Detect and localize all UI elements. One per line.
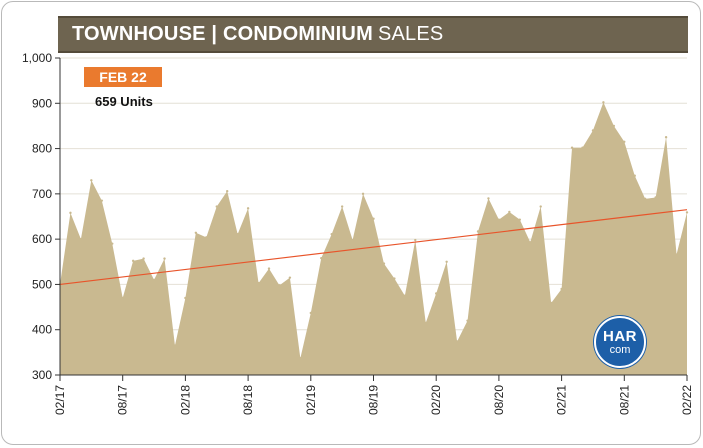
chart-title-light: SALES — [377, 23, 444, 45]
y-tick-label: 1,000 — [22, 51, 52, 65]
data-point — [309, 311, 312, 315]
data-point — [539, 205, 542, 208]
data-point — [246, 207, 250, 210]
x-tick-label: 02/17 — [53, 385, 67, 415]
data-point — [215, 205, 218, 208]
data-point — [79, 237, 83, 241]
data-point — [69, 211, 72, 215]
data-point — [560, 287, 563, 291]
data-point — [194, 231, 198, 234]
logo-main-text: HAR — [603, 327, 637, 345]
data-point — [90, 179, 93, 182]
data-point — [466, 319, 469, 322]
data-point — [278, 284, 281, 287]
trend-series — [59, 209, 688, 286]
data-point — [644, 197, 647, 201]
data-point — [529, 241, 532, 244]
data-point — [184, 296, 187, 300]
x-tick-label: 08/17 — [116, 385, 130, 415]
y-tick-label: 700 — [32, 187, 52, 201]
data-point — [602, 101, 605, 104]
data-point — [299, 357, 302, 360]
trend-line — [59, 209, 688, 286]
x-tick-label: 08/18 — [241, 385, 255, 415]
highlight-month-badge: FEB 22 — [84, 67, 162, 87]
highlight-units-value: 659 Units — [95, 94, 153, 109]
logo-sub-text: com — [609, 343, 631, 356]
x-tick-label: 02/20 — [429, 385, 443, 415]
data-point — [476, 230, 480, 233]
data-point — [664, 136, 668, 139]
x-tick-label: 08/19 — [367, 385, 381, 415]
data-point — [623, 140, 626, 143]
chart-title-bar: TOWNHOUSE | CONDOMINIUM SALES — [58, 16, 688, 53]
data-point — [497, 218, 501, 221]
data-point — [320, 256, 323, 260]
data-point — [330, 232, 333, 236]
data-point — [361, 192, 365, 196]
area-series — [58, 101, 689, 375]
data-point — [236, 232, 239, 236]
data-point — [163, 257, 166, 260]
chart-title-bold: TOWNHOUSE | CONDOMINIUM — [72, 23, 373, 45]
data-point — [257, 281, 260, 285]
x-tick-label: 08/20 — [492, 385, 506, 415]
data-point — [131, 259, 135, 263]
area-fill — [60, 102, 687, 375]
data-point — [121, 296, 124, 300]
data-point — [351, 238, 354, 242]
data-point — [685, 211, 689, 214]
data-point — [445, 260, 448, 263]
data-point — [226, 189, 229, 193]
har-logo[interactable]: HAR com — [594, 316, 646, 368]
y-tick-label: 800 — [32, 142, 52, 156]
data-point — [487, 197, 490, 200]
data-point — [424, 321, 427, 325]
y-tick-label: 900 — [32, 96, 52, 110]
data-point — [455, 340, 459, 343]
x-tick-label: 02/22 — [680, 385, 694, 415]
x-tick-label: 02/18 — [178, 385, 192, 415]
data-point — [205, 236, 208, 239]
data-point — [612, 124, 616, 128]
data-point — [288, 276, 292, 279]
data-point — [414, 238, 417, 242]
x-tick-label: 02/19 — [304, 385, 318, 415]
data-point — [403, 294, 407, 297]
data-point — [267, 267, 271, 270]
data-point — [152, 278, 156, 282]
data-point — [675, 253, 678, 256]
y-tick-label: 300 — [32, 368, 52, 382]
y-tick-label: 600 — [32, 232, 52, 246]
data-point — [142, 257, 145, 260]
data-point — [581, 146, 584, 149]
data-point — [518, 218, 521, 221]
y-tick-label: 400 — [32, 323, 52, 337]
data-point — [111, 242, 114, 245]
data-point — [382, 262, 386, 265]
data-point — [435, 292, 438, 295]
data-point — [372, 217, 375, 220]
data-point — [508, 210, 511, 214]
data-point — [173, 344, 177, 347]
x-axis-ticks: 02/17 08/17 02/18 08/18 02/19 08/19 02/20 08/20… — [53, 375, 694, 415]
data-point — [340, 205, 344, 208]
data-point — [654, 196, 657, 199]
data-point — [549, 301, 553, 305]
data-point — [633, 174, 636, 177]
data-point — [393, 277, 396, 280]
x-tick-label: 08/21 — [617, 385, 631, 415]
y-tick-label: 500 — [32, 277, 52, 291]
data-point — [570, 146, 574, 149]
x-tick-label: 02/21 — [555, 385, 569, 415]
data-point — [591, 129, 595, 132]
data-point — [100, 199, 104, 202]
y-axis-ticks: 300 400 500 600 700 800 900 1,000 — [22, 51, 60, 382]
